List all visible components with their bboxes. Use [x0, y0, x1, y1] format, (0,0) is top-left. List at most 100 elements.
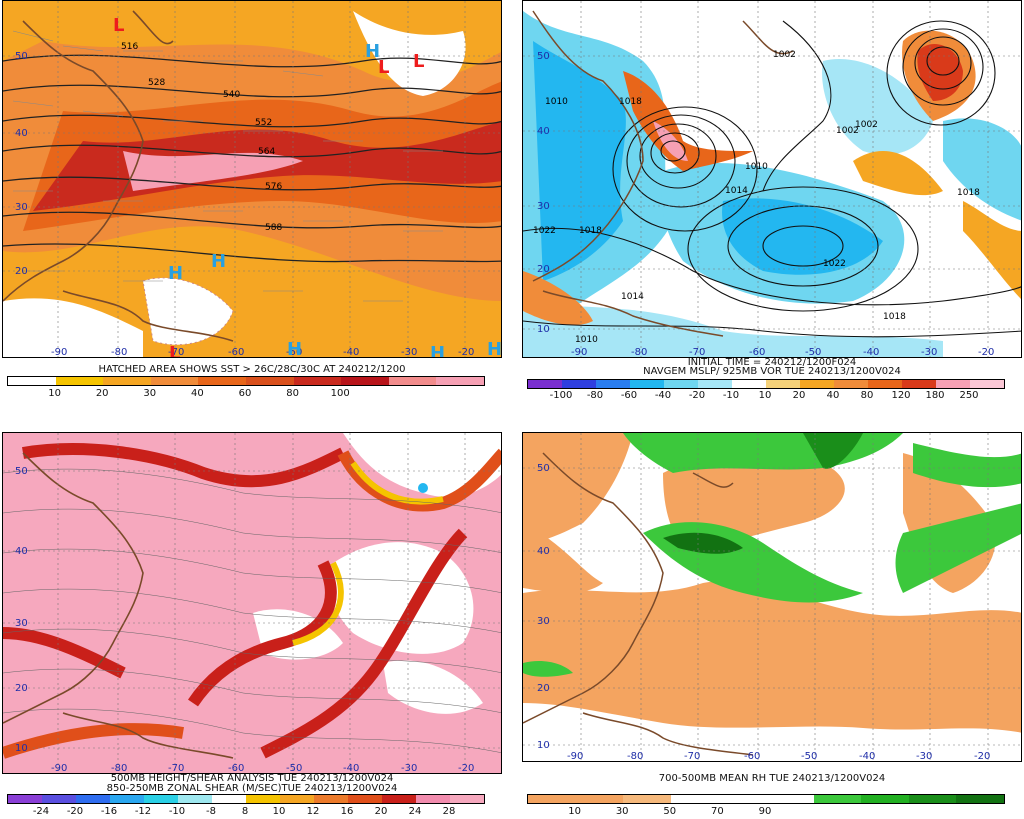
color-bar-swatch — [450, 795, 484, 803]
lon-label: -70 — [684, 751, 700, 762]
contour-label: 588 — [265, 223, 282, 233]
color-bar-swatch — [245, 377, 294, 385]
lon-label: -30 — [401, 763, 417, 774]
color-bar-tick-label: -60 — [620, 390, 638, 401]
lon-label: -50 — [286, 347, 302, 358]
low-pressure-symbol: L — [378, 57, 389, 78]
color-bar-swatch — [178, 795, 212, 803]
isobar-label: 1018 — [579, 226, 602, 236]
color-bar-tick-label: 80 — [286, 388, 299, 399]
color-bar-tick-label: 50 — [663, 806, 677, 817]
color-bar-swatch — [813, 795, 862, 803]
color-bar-swatch — [55, 377, 104, 385]
contour-label: 528 — [148, 78, 165, 88]
lon-label: -20 — [458, 347, 474, 358]
color-bar-tick-label: 30 — [615, 806, 629, 817]
lon-label: -20 — [458, 763, 474, 774]
isobar-label: 1010 — [545, 97, 568, 107]
isobar-label: 1002 — [773, 50, 796, 60]
lon-label: -40 — [863, 347, 879, 358]
color-bar-tick-label: 10 — [758, 390, 772, 401]
color-bar-ticks: -24 -20 -16 -12 -10 -8 8 10 12 16 20 24 28 — [7, 806, 483, 818]
lon-label: -30 — [921, 347, 937, 358]
lat-label: 40 — [537, 546, 550, 557]
color-bar-ticks: -100 -80 -60 -40 -20 -10 10 20 40 80 120 180 250 — [527, 390, 1003, 402]
map-caption-500mb: 500MB HEIGHT/SHEAR ANALYSIS TUE 240213/1… — [110, 773, 394, 784]
isobar-label: 1018 — [957, 188, 980, 198]
color-bar-swatch — [280, 795, 314, 803]
color-bar-swatch — [698, 380, 732, 388]
color-bar-tick-label: 80 — [860, 390, 874, 401]
isobar-label: 1002 — [855, 120, 878, 130]
isobar-label: 1014 — [621, 292, 644, 302]
lon-label: -30 — [916, 751, 932, 762]
lon-label: -80 — [627, 751, 643, 762]
lon-label: -80 — [631, 347, 647, 358]
isobar-label: 1022 — [823, 259, 846, 269]
color-bar-swatch — [388, 377, 437, 385]
color-bar-tick-label: 20 — [792, 390, 806, 401]
color-bar-swatch — [596, 380, 630, 388]
color-bar-swatch — [8, 377, 56, 385]
lon-label: -70 — [689, 347, 705, 358]
color-bar-swatch — [765, 795, 814, 803]
lon-label: -30 — [401, 347, 417, 358]
color-bar-swatch — [341, 377, 389, 385]
lon-label: -40 — [343, 763, 359, 774]
color-bar-tick-label: 100 — [330, 388, 350, 399]
color-bar-tick-label: 24 — [408, 806, 422, 817]
color-bar-tick-label: 28 — [442, 806, 456, 817]
lat-label: 30 — [15, 202, 28, 213]
high-pressure-symbol: H — [487, 339, 502, 358]
lat-label: 50 — [537, 463, 550, 474]
map-caption: 700-500MB MEAN RH TUE 240213/1200V024 — [658, 773, 886, 784]
lon-label: -90 — [51, 347, 67, 358]
lon-label: -90 — [51, 763, 67, 774]
lon-label: -70 — [168, 763, 184, 774]
color-bar-swatch — [834, 380, 868, 388]
panel-mslp-vorticity: 50 40 30 20 10 -90 -80 -70 -60 -50 -40 -… — [522, 0, 1022, 402]
color-bar-swatch — [528, 380, 562, 388]
color-bar-swatch — [198, 377, 246, 385]
color-bar-tick-label: 250 — [959, 390, 979, 401]
high-pressure-symbol: H — [168, 263, 183, 284]
color-bar-swatch — [150, 377, 199, 385]
color-bar-swatch — [766, 380, 800, 388]
color-bar-swatch — [718, 795, 766, 803]
contour-label: 552 — [255, 118, 272, 128]
color-bar-tick-label: 8 — [241, 806, 249, 817]
color-bar-tick-label: 120 — [891, 390, 911, 401]
lat-label: 20 — [537, 683, 550, 694]
lat-label: 40 — [15, 546, 28, 557]
color-bar — [527, 379, 1005, 389]
lat-label: 30 — [537, 201, 550, 212]
color-bar-ticks: 10 30 50 70 90 — [527, 806, 1003, 818]
color-bar-swatch — [623, 795, 671, 803]
color-bar-tick-label: -40 — [654, 390, 672, 401]
lon-label: -80 — [111, 763, 127, 774]
lon-label: -50 — [801, 751, 817, 762]
color-bar-tick-label: 90 — [758, 806, 772, 817]
isobar-label: 1010 — [745, 162, 768, 172]
color-bar-tick-label: -20 — [66, 806, 84, 817]
color-bar-tick-label: 16 — [340, 806, 354, 817]
lat-label: 10 — [15, 743, 28, 754]
contour-label: 516 — [121, 42, 138, 52]
color-bar-swatch — [246, 795, 280, 803]
color-bar-swatch — [861, 795, 909, 803]
color-bar-swatch — [42, 795, 76, 803]
color-bar-swatch — [436, 377, 484, 385]
color-bar-swatch — [110, 795, 144, 803]
lat-label: 30 — [537, 616, 550, 627]
high-pressure-symbol: H — [365, 41, 380, 62]
lon-label: -60 — [228, 347, 244, 358]
low-pressure-symbol: L — [169, 343, 180, 358]
color-bar-swatch — [348, 795, 382, 803]
contour-label: 576 — [265, 182, 282, 192]
isobar-label: 1014 — [725, 186, 748, 196]
map-caption: NAVGEM MSLP/ 925MB VOR TUE 240213/1200V0… — [643, 366, 901, 377]
color-bar-swatch — [936, 380, 970, 388]
contour-label: 564 — [258, 147, 275, 157]
color-bar-swatch — [970, 380, 1004, 388]
isobar-label: 1018 — [883, 312, 906, 322]
